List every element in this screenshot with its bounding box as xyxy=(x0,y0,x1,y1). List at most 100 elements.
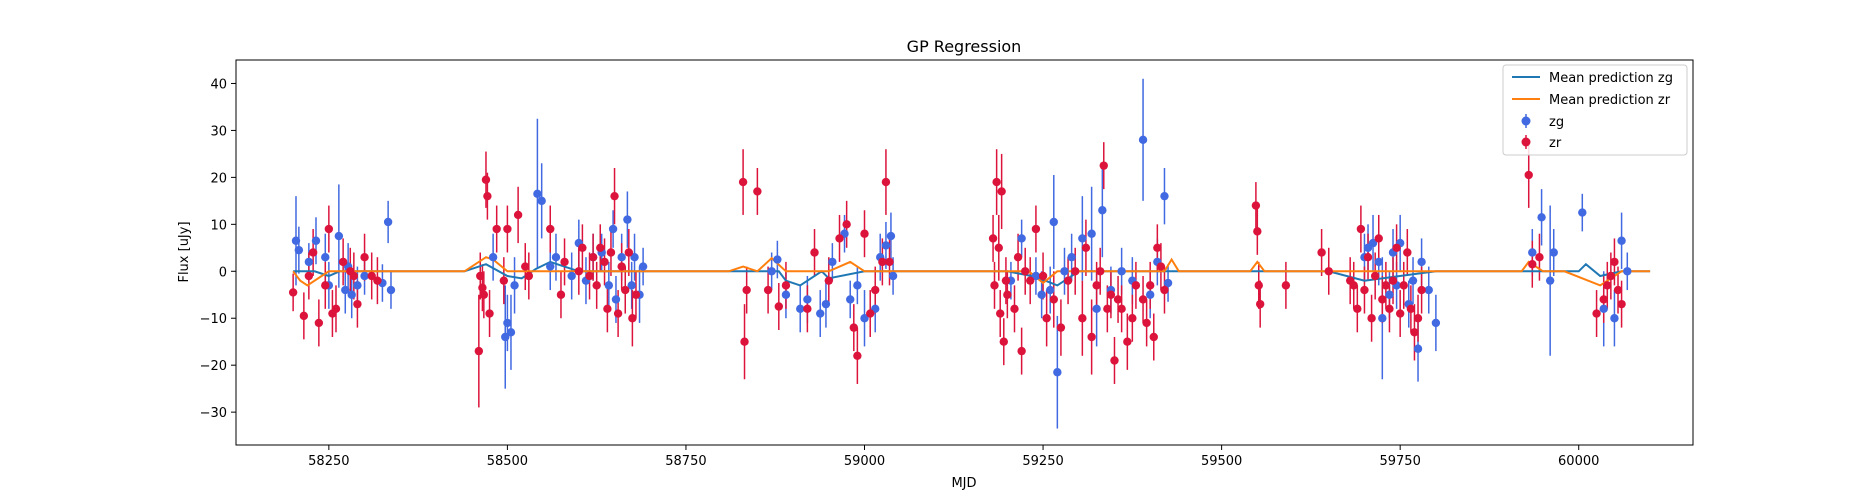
zr-point xyxy=(1281,281,1291,290)
zr-point xyxy=(849,323,858,332)
zr-point xyxy=(738,177,748,187)
zr-point xyxy=(360,252,369,262)
zg-point xyxy=(796,304,805,314)
zr-point xyxy=(308,248,318,257)
zr-point xyxy=(803,304,812,314)
zr-point xyxy=(367,271,376,281)
zr-point xyxy=(1156,262,1166,271)
zg-point xyxy=(846,295,855,304)
zg-point xyxy=(821,299,831,309)
zr-point xyxy=(1253,227,1262,236)
data-points xyxy=(288,135,1632,377)
zr-point xyxy=(753,187,762,196)
zr-point xyxy=(878,257,887,267)
zg-point xyxy=(617,252,626,262)
zr-point xyxy=(1145,281,1155,290)
zr-point xyxy=(1042,314,1051,323)
zg-point xyxy=(321,252,330,262)
zr-point xyxy=(492,224,501,234)
zr-point xyxy=(288,288,298,297)
zr-point xyxy=(373,276,382,285)
zg-point xyxy=(1117,267,1126,276)
zg-point xyxy=(1537,213,1546,222)
legend-label-mean-zg: Mean prediction zg xyxy=(1549,71,1673,86)
zr-point xyxy=(1399,281,1408,290)
zr-point xyxy=(624,248,634,257)
zr-point xyxy=(853,351,862,360)
zg-point xyxy=(767,267,776,276)
zr-point xyxy=(631,290,641,299)
zr-point xyxy=(1388,276,1398,285)
zr-point xyxy=(1255,299,1265,309)
zr-point xyxy=(349,271,359,281)
zr-point xyxy=(1106,290,1116,299)
zr-point xyxy=(1374,234,1383,243)
zg-point xyxy=(1049,217,1058,227)
y-tick-label: 40 xyxy=(210,77,227,92)
zr-point xyxy=(1123,337,1132,346)
zr-point xyxy=(1017,346,1026,356)
zr-point xyxy=(1038,271,1048,281)
zr-point xyxy=(304,271,314,281)
zg-point xyxy=(567,271,576,281)
x-tick-label: 59500 xyxy=(1201,454,1242,469)
legend-swatch-zr xyxy=(1521,137,1531,147)
mean-prediction-zr-line xyxy=(292,256,1651,287)
legend-label-zr: zr xyxy=(1549,136,1562,151)
zg-point xyxy=(488,252,498,262)
y-tick-label: −30 xyxy=(200,406,227,421)
zg-point xyxy=(1374,257,1383,267)
zr-point xyxy=(299,311,309,321)
zg-point xyxy=(1098,206,1107,215)
zg-point xyxy=(1378,314,1387,323)
zg-point xyxy=(886,231,896,241)
zg-point xyxy=(1431,318,1441,328)
zr-point xyxy=(1324,267,1333,276)
zg-point xyxy=(1617,236,1626,245)
y-tick-label: 20 xyxy=(210,171,227,186)
x-tick-label: 60000 xyxy=(1558,454,1599,469)
zg-point xyxy=(386,285,396,295)
zg-point xyxy=(360,271,369,281)
zr-point xyxy=(860,229,869,238)
zr-point xyxy=(1010,304,1019,314)
zr-point xyxy=(774,302,784,311)
zr-point xyxy=(603,304,612,314)
zr-point xyxy=(1063,276,1073,285)
x-tick-label: 59750 xyxy=(1379,454,1420,469)
zg-point xyxy=(773,255,782,264)
zr-point xyxy=(628,314,637,323)
zg-point xyxy=(803,295,812,304)
zr-point xyxy=(1370,271,1380,281)
legend: Mean prediction zg Mean prediction zr zg… xyxy=(1502,64,1688,156)
zr-point xyxy=(556,290,566,299)
zg-point xyxy=(1417,257,1426,267)
zr-point xyxy=(810,248,819,257)
zg-point xyxy=(1545,276,1555,285)
zr-point xyxy=(585,271,594,281)
zr-point xyxy=(842,220,851,229)
zr-point xyxy=(1406,304,1416,314)
zr-point xyxy=(610,191,619,201)
zr-point xyxy=(524,271,534,281)
zg-point xyxy=(510,281,519,290)
zg-point xyxy=(638,262,648,271)
zr-point xyxy=(1381,281,1391,290)
zg-point xyxy=(608,224,618,234)
zr-point xyxy=(1096,267,1105,276)
zr-point xyxy=(1617,299,1626,309)
zr-point xyxy=(1081,243,1091,253)
zg-point xyxy=(294,245,304,255)
zg-point xyxy=(781,290,791,299)
zr-point xyxy=(321,281,330,290)
zg-point xyxy=(383,217,393,227)
zg-point xyxy=(1413,344,1423,353)
zg-point xyxy=(1424,285,1433,295)
zg-point xyxy=(623,215,632,224)
zr-point xyxy=(324,224,334,234)
zg-point xyxy=(291,236,301,245)
zr-point xyxy=(478,283,487,292)
zr-point xyxy=(353,299,362,309)
zr-point xyxy=(999,337,1008,346)
zr-point xyxy=(1610,257,1619,267)
